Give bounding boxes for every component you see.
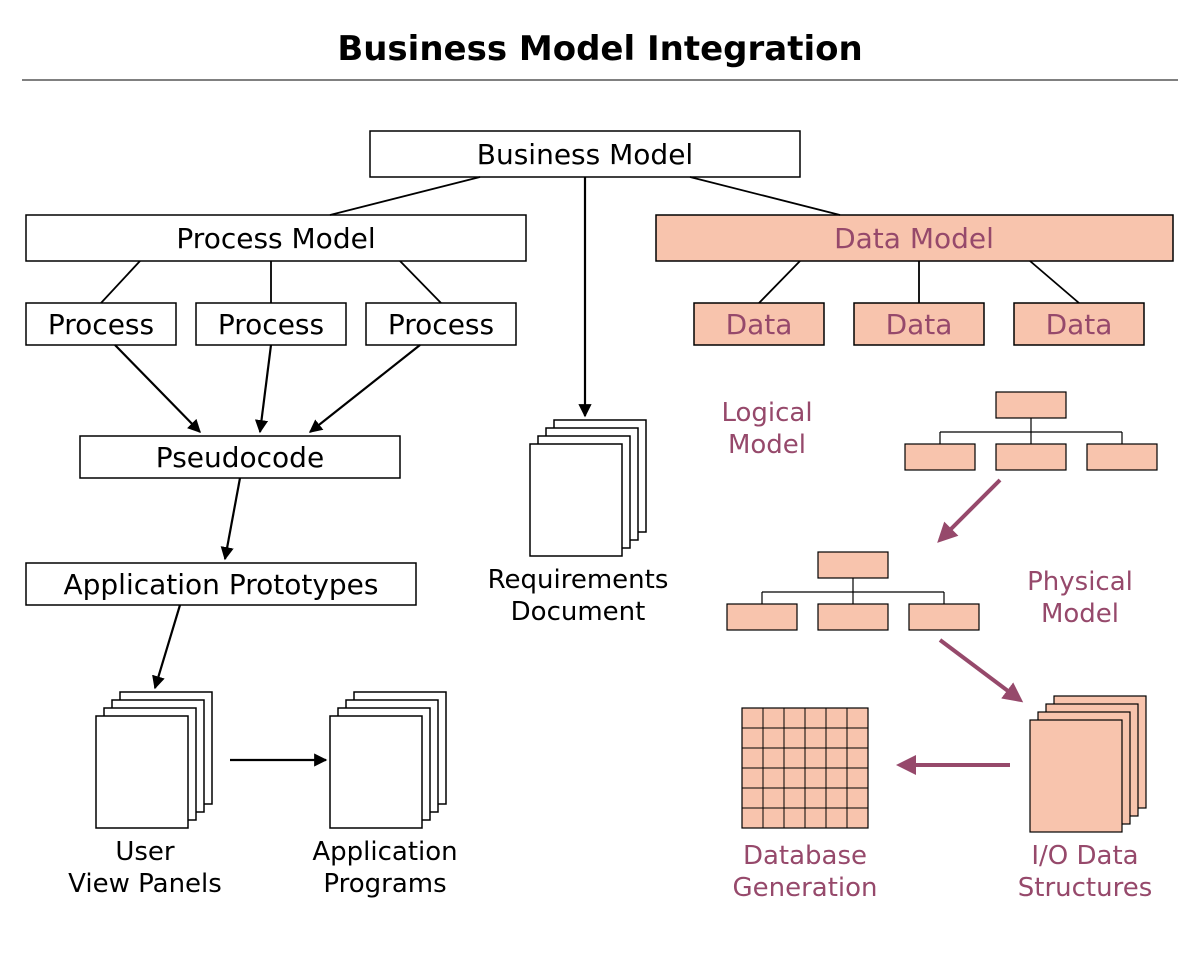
edge-dm-d1 <box>759 261 800 303</box>
caption-db-2: Generation <box>732 873 877 903</box>
edge-pm-p3 <box>400 261 441 303</box>
label-process-2: Process <box>218 308 324 341</box>
label-data-2: Data <box>886 308 953 341</box>
arrow-p1-pseudo <box>115 345 200 432</box>
edge-dm-d3 <box>1030 261 1079 303</box>
label-app-prototypes: Application Prototypes <box>63 568 378 601</box>
caption-req-2: Document <box>511 597 646 627</box>
caption-physical-2: Model <box>1041 599 1119 629</box>
edge-bm-dm <box>690 177 840 215</box>
caption-logical-1: Logical <box>721 398 812 428</box>
arrow-p2-pseudo <box>260 345 271 432</box>
database-generation-icon <box>742 708 868 828</box>
label-data-model: Data Model <box>834 222 994 255</box>
arrow-p3-pseudo <box>310 345 420 432</box>
caption-io-1: I/O Data <box>1031 841 1138 871</box>
requirements-doc-icon <box>530 420 646 556</box>
application-programs-icon <box>330 692 446 828</box>
label-business-model: Business Model <box>477 138 693 171</box>
arrow-pseudo-app <box>225 478 240 559</box>
label-process-1: Process <box>48 308 154 341</box>
caption-db-1: Database <box>743 841 867 871</box>
label-data-3: Data <box>1046 308 1113 341</box>
caption-req-1: Requirements <box>488 565 669 595</box>
logical-model-tree-icon <box>905 392 1157 470</box>
label-pseudocode: Pseudocode <box>156 441 324 474</box>
label-data-1: Data <box>726 308 793 341</box>
user-view-panels-icon <box>96 692 212 828</box>
caption-io-2: Structures <box>1018 873 1153 903</box>
label-process-3: Process <box>388 308 494 341</box>
physical-model-tree-icon <box>727 552 979 630</box>
arrow-app-uvp <box>155 605 180 688</box>
caption-logical-2: Model <box>728 430 806 460</box>
diagram-canvas: Business Model Integration Business Mode… <box>0 0 1200 954</box>
caption-uvp-2: View Panels <box>68 869 222 899</box>
caption-uvp-1: User <box>115 837 175 867</box>
arrow-logical-physical <box>940 480 1000 540</box>
edge-pm-p1 <box>101 261 140 303</box>
io-data-structures-icon <box>1030 696 1146 832</box>
caption-physical-1: Physical <box>1027 567 1133 597</box>
arrow-physical-io <box>940 640 1020 700</box>
page-title: Business Model Integration <box>337 29 862 69</box>
label-process-model: Process Model <box>176 222 375 255</box>
caption-appprog-1: Application <box>312 837 457 867</box>
caption-appprog-2: Programs <box>323 869 446 899</box>
edge-bm-pm <box>330 177 480 215</box>
